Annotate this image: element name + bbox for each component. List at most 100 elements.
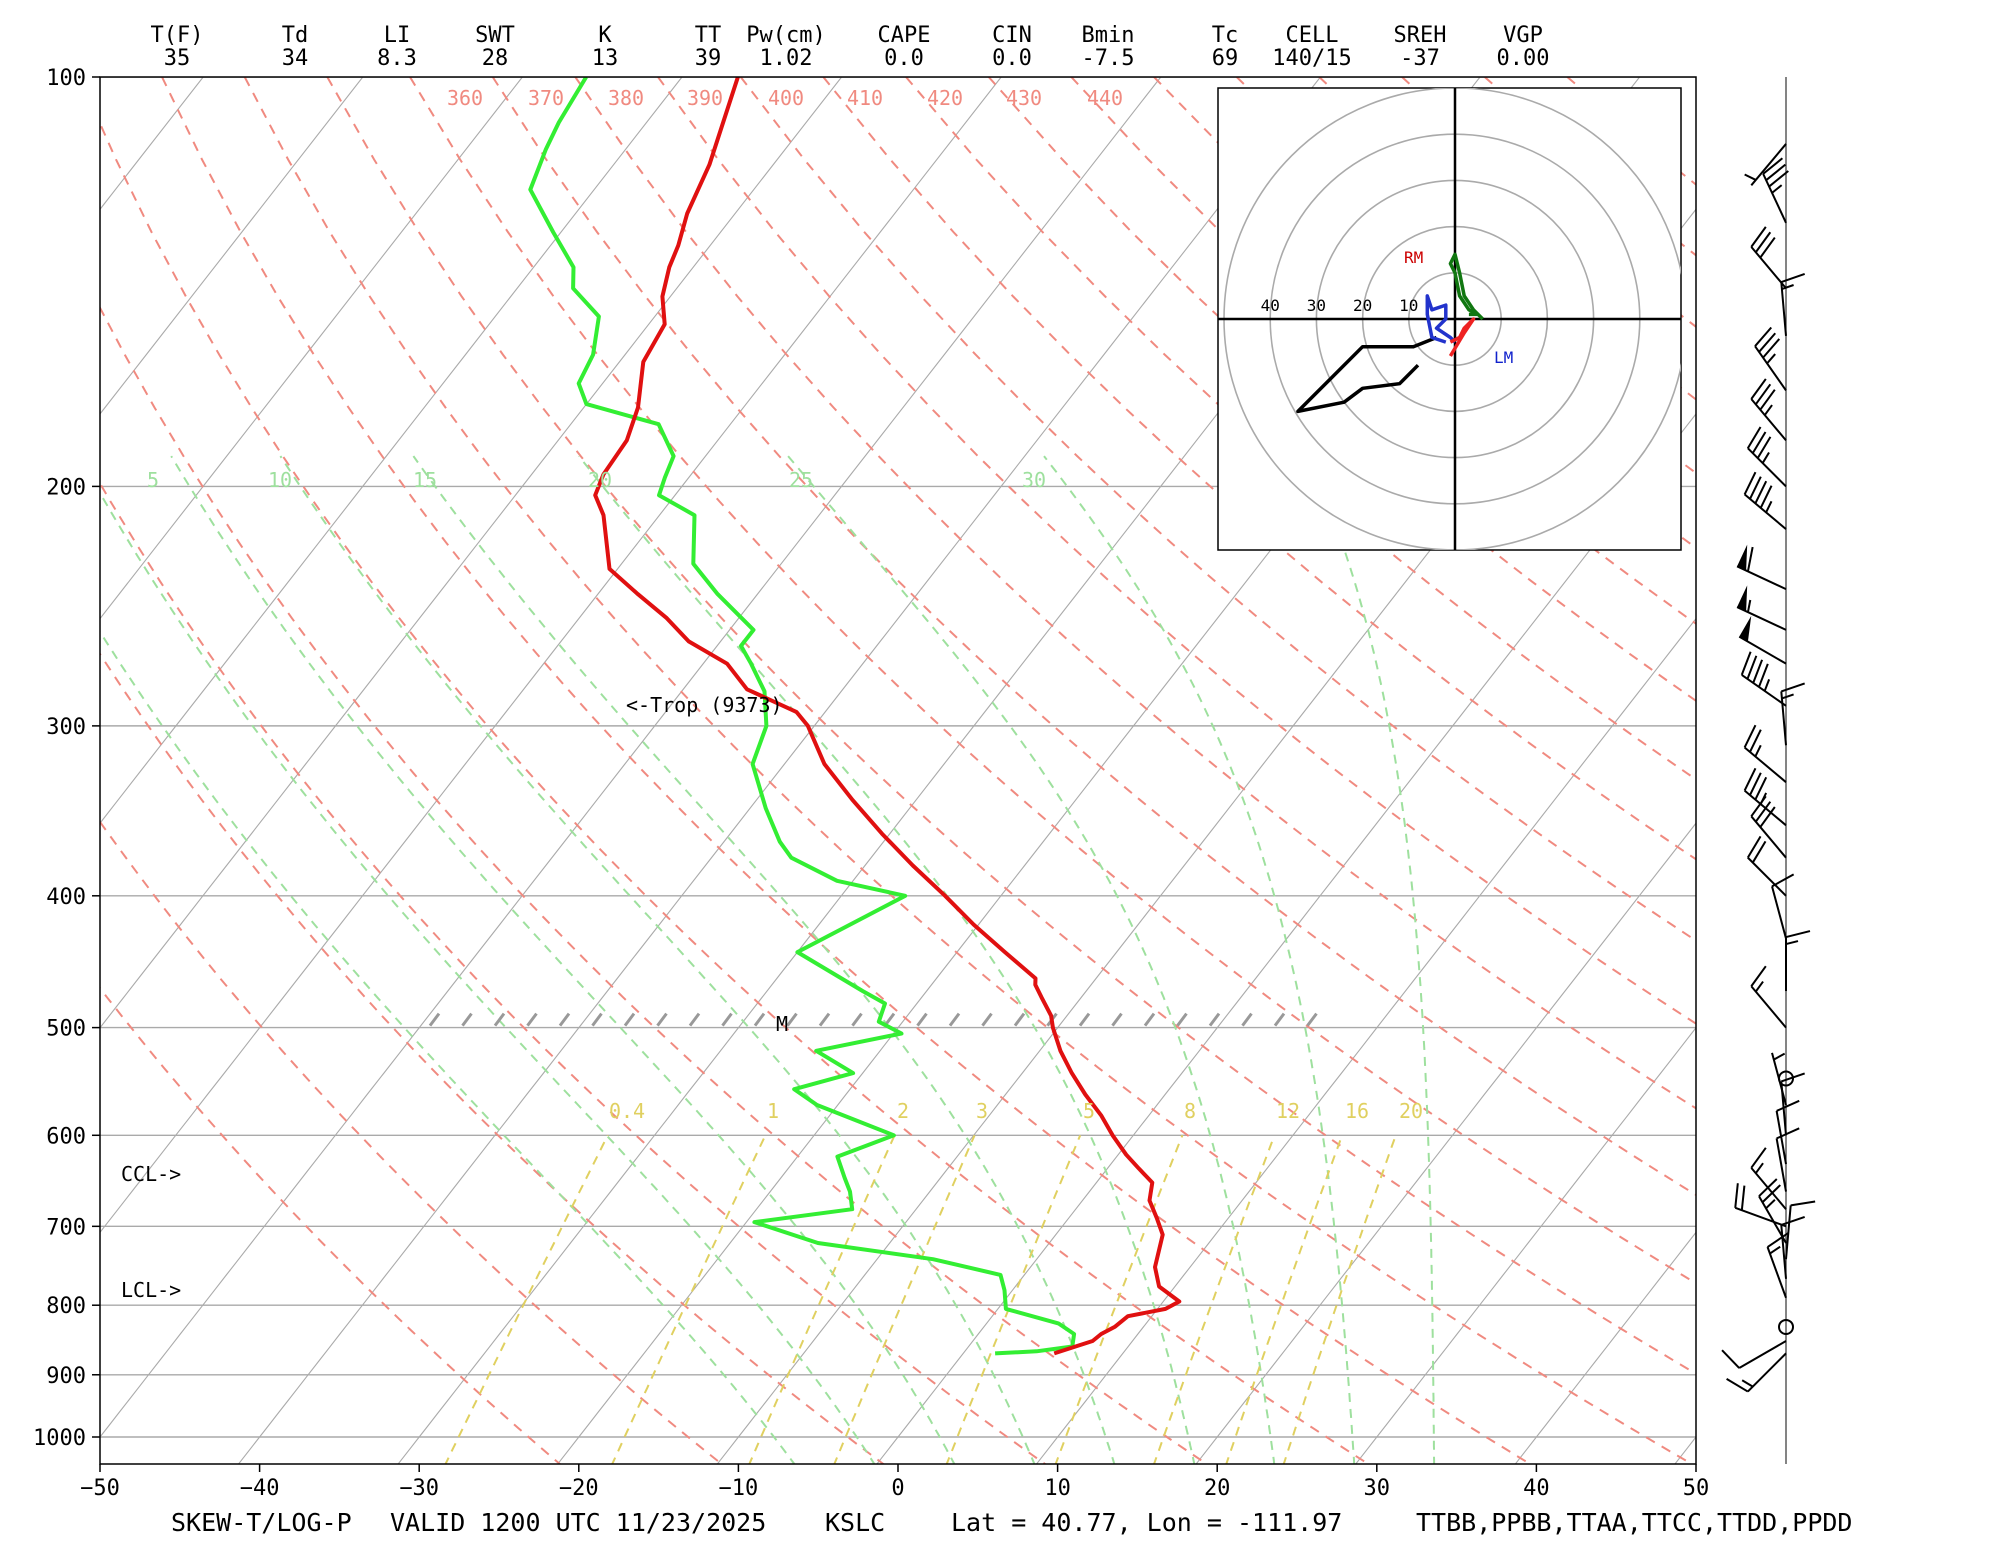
wind-barb-full [1749,729,1762,753]
melting-level-hatch [428,1012,1318,1027]
isotherm-line [100,77,683,825]
melting-hatch [818,1012,831,1027]
melting-hatch [428,1012,441,1027]
index-value: 69 [1212,46,1239,71]
mixing-ratio-label: 2 [897,1099,909,1123]
wind-barb-full [1790,1200,1816,1207]
x-tick-label: −50 [80,1476,120,1501]
dry-adiabats [100,77,1696,1464]
wind-barb-half [1746,599,1752,613]
hodograph-ring-label: 30 [1307,296,1326,315]
index-value: 8.3 [377,46,417,71]
x-tick-label: 0 [891,1476,904,1501]
melting-hatch [786,1012,798,1027]
wind-barb-full [1759,237,1776,259]
wind-barb-full [1754,480,1768,504]
wind-barb-full [1750,226,1767,248]
index-value: -7.5 [1082,46,1135,71]
melting-hatch [526,1012,538,1027]
wind-barb-full [1754,801,1772,823]
wind-barb-full [1743,767,1757,792]
hodograph-low-layer [1296,335,1438,414]
melting-hatch [948,1012,961,1027]
moist-adiabat-line [1043,455,1356,1464]
isotherm-line [100,77,523,620]
melting-hatch [1143,1012,1156,1027]
wind-barb-half [1754,980,1764,993]
wind-barb-full [1759,389,1776,411]
mixing-ratio-label: 3 [976,1099,988,1123]
theta-label: 370 [528,86,564,110]
wind-barb-half [1741,1379,1754,1388]
wind-barb-full [1754,776,1768,801]
wind-barb-half [1785,940,1799,946]
wind-barb [1754,345,1787,391]
wind-barb-full [1785,930,1811,939]
theta-w-label: 30 [1022,468,1046,492]
isotherm-line [1355,1026,1696,1464]
wind-calm [1778,1070,1794,1087]
melting-hatch [656,1012,668,1027]
isotherm-line [557,77,1641,1464]
wind-barb [1743,746,1787,783]
moist-adiabat-line [170,455,956,1464]
wind-barb [1758,1195,1787,1244]
wind-barb-full [1751,840,1767,864]
index-value: -37 [1400,46,1440,71]
x-tick-label: 50 [1683,1476,1710,1501]
isotherm-line [1035,617,1696,1464]
dry-adiabat-line [243,77,1694,1464]
melting-hatch [851,1012,863,1027]
wind-barb-flag [1737,585,1748,612]
wind-barb [1766,1246,1787,1299]
theta-label: 380 [608,86,644,110]
melting-hatch [688,1012,701,1027]
mixing-ratio-label: 12 [1276,1099,1300,1123]
wind-barb-full [1749,476,1762,500]
wind-barb-full [1776,1099,1800,1112]
x-tick-label: 10 [1044,1476,1071,1501]
wind-barb-full [1765,163,1786,181]
wind-calm [1778,1318,1794,1335]
hodograph-ring-label: 40 [1261,296,1280,315]
melting-hatch [493,1012,506,1027]
index-value: 140/15 [1272,46,1351,71]
melting-hatch [721,1012,733,1027]
index-label: LI [384,23,411,48]
wind-barb-full [1751,431,1767,454]
index-label: SREH [1394,23,1447,48]
index-value: 13 [592,46,619,71]
hodograph-upper-layer [1448,317,1476,357]
x-tick-label: −20 [559,1476,599,1501]
dry-adiabat-line [100,305,1209,1464]
isotherm-line [1829,77,2000,1471]
wind-barb [1750,815,1787,859]
mixing-ratio-line [611,1134,767,1464]
melting-hatch [753,1012,766,1027]
index-value: 28 [482,46,509,71]
isotherm-line [237,77,1321,1464]
wind-barb-flag [1739,615,1752,642]
wind-barb-full [1759,485,1773,509]
wind-barb [1771,886,1787,939]
wind-barb-full [1780,1215,1806,1226]
hodograph-ring-labels: 40 30 20 10 [1261,296,1419,315]
wind-barb-full [1721,1349,1740,1369]
theta-w-label: 15 [413,468,437,492]
index-value: 39 [695,46,722,71]
isotherm-line [876,413,1696,1464]
wind-barb [1750,143,1787,186]
p-tick-label: 700 [46,1215,86,1240]
theta-label: 430 [1006,86,1042,110]
wind-barb [1738,635,1787,665]
melting-hatch [981,1012,993,1027]
axis-ticks: −50 −40 −30 −20 −10 0 10 20 30 40 5010020030040050… [33,66,1709,1501]
hodograph-ring-label: 10 [1399,296,1418,315]
wind-barb [1780,1224,1787,1279]
wind-barb [1762,173,1787,224]
mixing-ratio-label: 8 [1184,1099,1196,1123]
index-label: CIN [992,23,1032,48]
melting-hatch [558,1012,571,1027]
melting-hatch [1241,1012,1253,1027]
